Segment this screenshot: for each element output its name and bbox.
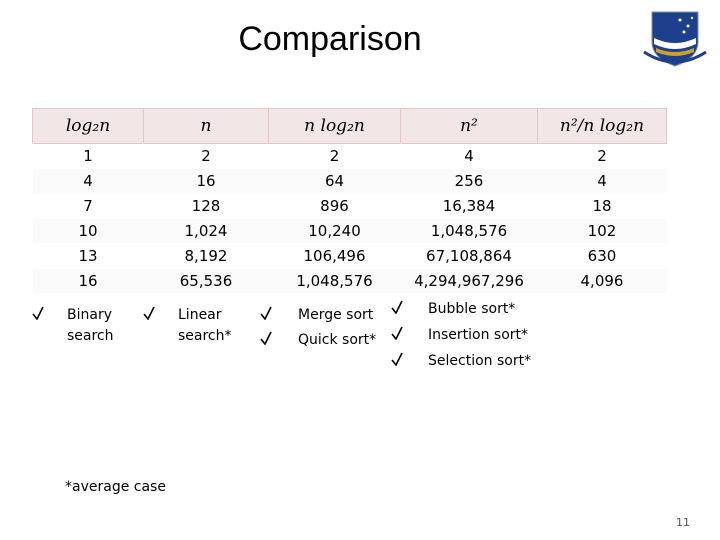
table-cell: 2 (268, 143, 401, 169)
table-cell: 1 (32, 143, 144, 169)
footnote: *average case (65, 479, 166, 495)
table-cell: 4 (537, 168, 667, 194)
list-item: Binary search (67, 307, 114, 344)
table-cell: 8,192 (143, 243, 269, 269)
checkmark (391, 300, 403, 314)
list-item: Bubble sort* (428, 301, 516, 317)
table-cell: 18 (537, 193, 667, 219)
table-cell: 256 (400, 168, 538, 194)
list-item: Selection sort* (428, 353, 532, 369)
page-number: 11 (676, 516, 690, 529)
table-cell: 64 (268, 168, 401, 194)
table-cell: 2 (143, 143, 269, 169)
comparison-table: log₂n n n log₂n n² n²/n log₂n 1 2 2 4 2 4 16 64 256 4 7… (32, 108, 667, 294)
table-cell: 67,108,864 (400, 243, 538, 269)
list-item: Merge sort (298, 307, 374, 323)
list-item: Insertion sort* (428, 327, 529, 343)
checkmark (260, 331, 272, 345)
table-row: 10 1,024 10,240 1,048,576 102 (32, 218, 667, 244)
table-cell: 13 (32, 243, 144, 269)
table-cell: 7 (32, 193, 144, 219)
list-item: Linear search* (178, 307, 232, 344)
table-cell: 4 (400, 143, 538, 169)
table-row: 16 65,536 1,048,576 4,294,967,296 4,096 (32, 268, 667, 294)
table-cell: 4,096 (537, 268, 667, 294)
table-cell: 16,384 (400, 193, 538, 219)
table-cell: 2 (537, 143, 667, 169)
logo (643, 11, 707, 67)
table-cell: 1,048,576 (268, 268, 401, 294)
column-header: n² (400, 108, 538, 144)
list-item: Quick sort* (298, 332, 377, 348)
table-cell: 65,536 (143, 268, 269, 294)
table-cell: 16 (143, 168, 269, 194)
checkmark (391, 326, 403, 340)
table-cell: 896 (268, 193, 401, 219)
checkmark (260, 306, 272, 320)
table-cell: 630 (537, 243, 667, 269)
table-cell: 4,294,967,296 (400, 268, 538, 294)
table-cell: 10,240 (268, 218, 401, 244)
table-cell: 1,024 (143, 218, 269, 244)
table-cell: 1,048,576 (400, 218, 538, 244)
table-cell: 10 (32, 218, 144, 244)
table-cell: 106,496 (268, 243, 401, 269)
table-cell: 4 (32, 168, 144, 194)
column-header: n log₂n (268, 108, 401, 144)
table-row: 7 128 896 16,384 18 (32, 193, 667, 219)
table-cell: 16 (32, 268, 144, 294)
column-header: n²/n log₂n (537, 108, 667, 144)
column-header: log₂n (32, 108, 144, 144)
table-cell: 128 (143, 193, 269, 219)
table-cell: 102 (537, 218, 667, 244)
table-row: 13 8,192 106,496 67,108,864 630 (32, 243, 667, 269)
column-header: n (143, 108, 269, 144)
checkmark (391, 352, 403, 366)
checkmark (143, 306, 155, 320)
table-row: 4 16 64 256 4 (32, 168, 667, 194)
slide-title: Comparison (238, 20, 422, 58)
checkmark (32, 306, 44, 320)
